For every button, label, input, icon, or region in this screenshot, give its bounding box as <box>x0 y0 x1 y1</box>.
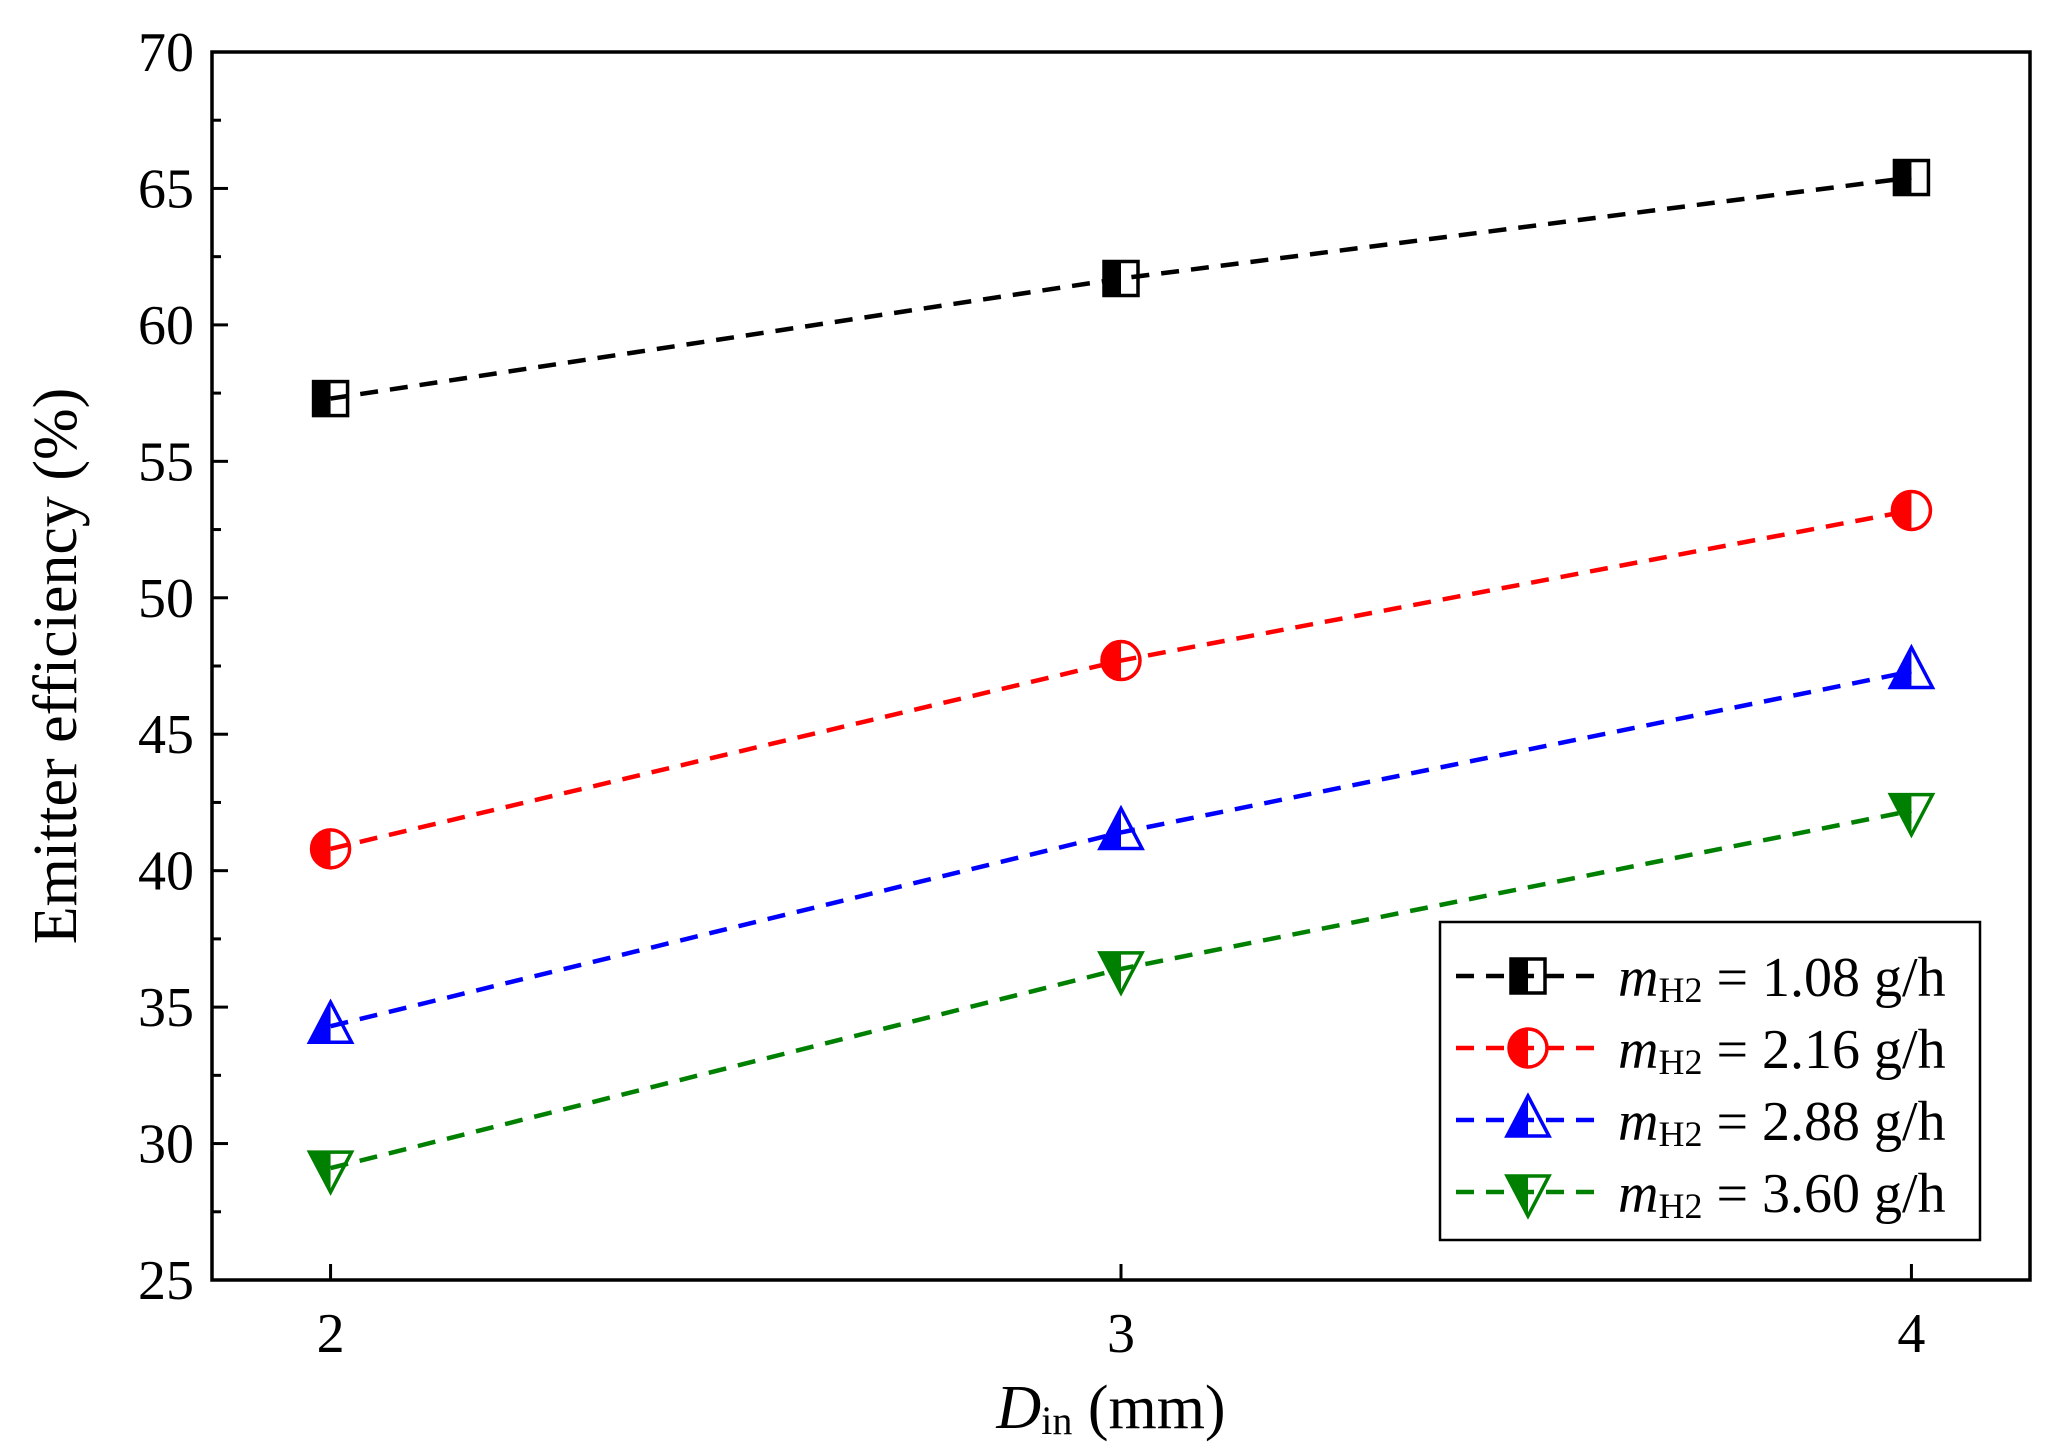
marker-fill <box>1102 641 1121 680</box>
marker-outline <box>306 1150 355 1196</box>
marker-outline <box>1887 792 1936 839</box>
series-1-point-3 <box>1892 158 1931 197</box>
axes: 25 30 35 40 45 50 55 60 65 70 2 3 4 Din (mm) Emitter e… <box>22 22 2032 1443</box>
y-axis-title: Emitter efficiency (%) <box>22 388 90 945</box>
y-tick-label: 35 <box>138 977 194 1039</box>
marker-outline <box>1892 158 1931 197</box>
legend-label-rest: = 2.88 g/h <box>1702 1091 1945 1153</box>
marker-outline <box>306 998 355 1044</box>
series-2-point-3 <box>1890 489 1933 532</box>
marker-outline <box>311 379 350 418</box>
legend-label: mH2 = 3.60 g/h <box>1618 1163 1946 1226</box>
legend-label-sub: H2 <box>1658 1042 1702 1082</box>
x-tick-label: 3 <box>1107 1303 1135 1365</box>
y-tick-label: 45 <box>138 704 194 766</box>
legend-label: mH2 = 2.16 g/h <box>1618 1019 1946 1082</box>
legend-label-var: m <box>1618 1163 1658 1225</box>
marker-outline <box>309 828 352 870</box>
marker-outline <box>1509 957 1547 995</box>
marker-outline <box>1887 643 1936 690</box>
series-line-1 <box>330 175 1912 401</box>
legend-label-rest: = 2.16 g/h <box>1702 1019 1945 1081</box>
marker-outline <box>1097 951 1145 997</box>
legend-label-sub: H2 <box>1658 1114 1702 1154</box>
marker-outline <box>1100 639 1142 682</box>
legend-marker <box>1509 957 1547 995</box>
y-tick-label: 30 <box>138 1114 194 1176</box>
series-3-point-2 <box>1097 804 1145 851</box>
series-2-point-2 <box>1100 639 1142 682</box>
y-tick-label: 60 <box>138 295 194 357</box>
marker-fill <box>311 829 331 868</box>
marker-fill <box>1509 1029 1528 1067</box>
marker-outline <box>1890 489 1933 532</box>
marker-fill <box>1894 160 1912 195</box>
marker-fill <box>1104 261 1121 296</box>
y-tick-label: 25 <box>138 1250 194 1312</box>
marker-outline <box>1504 1174 1552 1220</box>
y-tick-label: 70 <box>138 22 194 84</box>
legend-marker <box>1504 1092 1552 1138</box>
marker-fill <box>1511 959 1528 993</box>
legend-item-1: mH2 = 1.08 g/h <box>1456 947 1946 1010</box>
legend-item-2: mH2 = 2.16 g/h <box>1456 1019 1946 1082</box>
x-axis-title: Din (mm) <box>995 1374 1225 1443</box>
series-3-point-1 <box>306 998 355 1044</box>
series-3-point-3 <box>1887 643 1936 690</box>
x-tick-label: 2 <box>317 1303 345 1365</box>
marker-fill <box>313 381 331 416</box>
series-4-point-2 <box>1097 951 1145 997</box>
plot-area <box>306 158 1936 1196</box>
marker-outline <box>1504 1092 1552 1138</box>
legend-label-var: m <box>1618 1019 1658 1081</box>
series-4-point-1 <box>306 1150 355 1196</box>
legend-label-var: m <box>1618 947 1658 1009</box>
series-2-point-1 <box>309 828 352 870</box>
legend-marker <box>1507 1027 1549 1069</box>
y-tick-label: 55 <box>138 431 194 493</box>
x-axis-title-sub: in <box>1041 1398 1072 1443</box>
legend-item-3: mH2 = 2.88 g/h <box>1456 1091 1946 1154</box>
series-1-point-2 <box>1102 259 1140 298</box>
series-1-point-1 <box>311 379 350 418</box>
series-4-point-3 <box>1887 792 1936 839</box>
y-tick-label: 40 <box>138 841 194 903</box>
marker-outline <box>1507 1027 1549 1069</box>
legend-label-sub: H2 <box>1658 1186 1702 1226</box>
legend-label-rest: = 3.60 g/h <box>1702 1163 1945 1225</box>
x-axis-title-var: D <box>995 1374 1041 1442</box>
legend-label: mH2 = 1.08 g/h <box>1618 947 1946 1010</box>
legend-label-var: m <box>1618 1091 1658 1153</box>
marker-fill <box>1892 491 1912 530</box>
legend-label-rest: = 1.08 g/h <box>1702 947 1945 1009</box>
x-axis-title-unit: (mm) <box>1072 1374 1225 1442</box>
marker-outline <box>1102 259 1140 298</box>
y-tick-label: 65 <box>138 158 194 220</box>
x-tick-label: 4 <box>1897 1303 1925 1365</box>
legend-marker <box>1504 1174 1552 1220</box>
legend-label: mH2 = 2.88 g/h <box>1618 1091 1946 1154</box>
marker-outline <box>1097 804 1145 851</box>
legend-item-4: mH2 = 3.60 g/h <box>1456 1163 1946 1226</box>
legend-label-sub: H2 <box>1658 970 1702 1010</box>
y-tick-label: 50 <box>138 568 194 630</box>
